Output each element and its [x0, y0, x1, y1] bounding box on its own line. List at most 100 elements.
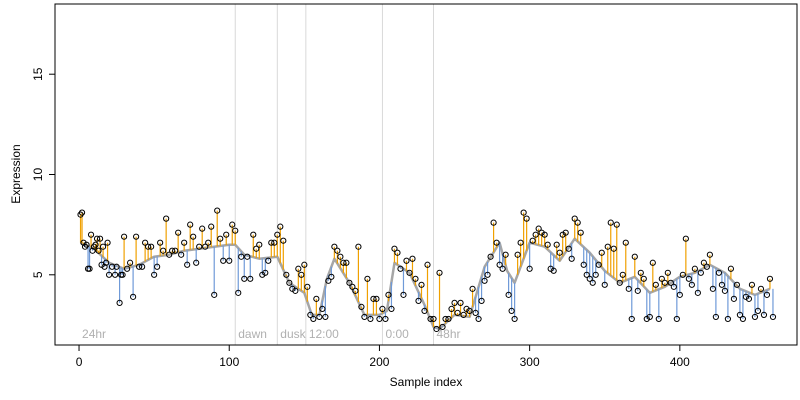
data-point	[99, 243, 107, 250]
data-point	[433, 325, 440, 333]
data-point	[349, 283, 356, 290]
data-point	[682, 235, 689, 242]
data-point	[580, 261, 587, 268]
data-point	[367, 315, 374, 323]
y-tick-label: 15	[31, 67, 45, 81]
data-point	[553, 241, 560, 248]
data-point	[101, 263, 108, 270]
data-point	[514, 251, 521, 258]
data-point	[127, 259, 134, 266]
data-point	[256, 241, 263, 248]
data-point	[277, 223, 284, 230]
data-point	[87, 231, 95, 238]
data-point	[577, 229, 584, 236]
data-point	[481, 277, 488, 284]
data-point	[346, 279, 353, 286]
data-point	[595, 261, 602, 268]
data-point	[523, 215, 530, 222]
data-point	[748, 281, 756, 288]
data-point	[316, 313, 323, 321]
data-point	[670, 283, 677, 290]
data-point	[196, 243, 203, 250]
data-point	[586, 275, 593, 282]
data-point	[163, 215, 170, 222]
data-point	[715, 269, 722, 276]
data-point	[655, 315, 662, 323]
data-point	[226, 257, 233, 264]
x-tick-label: 200	[369, 355, 389, 369]
data-point	[352, 287, 359, 294]
data-point	[535, 225, 542, 232]
data-point	[205, 239, 212, 246]
data-point	[487, 253, 494, 260]
data-point	[286, 279, 293, 286]
data-point	[123, 265, 131, 272]
data-point	[766, 275, 774, 282]
data-point	[430, 315, 437, 323]
data-point	[102, 259, 110, 266]
data-point	[541, 231, 548, 238]
region-label: 48hr	[437, 327, 461, 341]
data-point	[355, 243, 362, 250]
data-point	[598, 249, 605, 256]
data-point	[391, 245, 398, 252]
region-label: dusk	[280, 327, 306, 341]
data-point	[394, 249, 401, 256]
data-point	[145, 243, 152, 250]
data-point	[511, 315, 518, 323]
data-point	[475, 315, 482, 323]
data-point	[505, 291, 512, 298]
data-point	[202, 243, 209, 250]
data-point	[175, 229, 182, 236]
data-point	[415, 297, 422, 304]
data-point	[517, 239, 524, 246]
data-point	[568, 255, 575, 262]
data-point	[154, 263, 161, 270]
data-point	[104, 239, 111, 246]
data-point	[304, 283, 311, 290]
data-point	[745, 295, 753, 302]
data-point	[116, 299, 123, 306]
data-point	[619, 271, 626, 278]
data-point	[466, 307, 473, 314]
data-point	[508, 307, 515, 314]
data-point	[151, 271, 158, 278]
data-point	[307, 311, 314, 319]
data-point	[661, 279, 668, 286]
data-point	[673, 315, 680, 323]
data-point	[703, 263, 710, 270]
data-point	[113, 263, 120, 270]
data-point	[262, 269, 269, 276]
data-point	[529, 237, 536, 244]
data-point	[604, 243, 611, 250]
data-point	[424, 261, 431, 268]
x-tick-label: 300	[520, 355, 540, 369]
data-point	[646, 313, 653, 321]
data-point	[445, 315, 452, 323]
data-point	[283, 271, 290, 278]
data-point	[733, 281, 741, 288]
data-point	[685, 275, 692, 282]
data-point	[280, 237, 287, 244]
data-point	[610, 245, 617, 252]
data-point	[190, 233, 197, 240]
data-point	[214, 207, 221, 214]
data-point	[211, 291, 218, 298]
data-point	[637, 269, 644, 276]
data-point	[292, 287, 299, 294]
data-point	[250, 231, 257, 238]
data-point	[83, 241, 90, 248]
data-point	[712, 313, 719, 321]
data-point	[160, 247, 167, 254]
data-point	[328, 273, 335, 280]
data-point	[706, 251, 713, 258]
data-point	[331, 243, 338, 250]
data-point	[484, 271, 491, 278]
data-point	[364, 275, 371, 282]
data-point	[613, 221, 620, 228]
data-point	[379, 305, 386, 312]
data-point	[139, 263, 146, 270]
data-point	[436, 269, 443, 276]
data-points	[77, 207, 777, 333]
x-tick-label: 100	[219, 355, 239, 369]
